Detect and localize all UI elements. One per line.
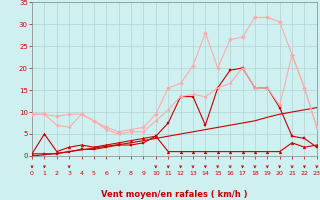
X-axis label: Vent moyen/en rafales ( km/h ): Vent moyen/en rafales ( km/h ) xyxy=(101,190,248,199)
